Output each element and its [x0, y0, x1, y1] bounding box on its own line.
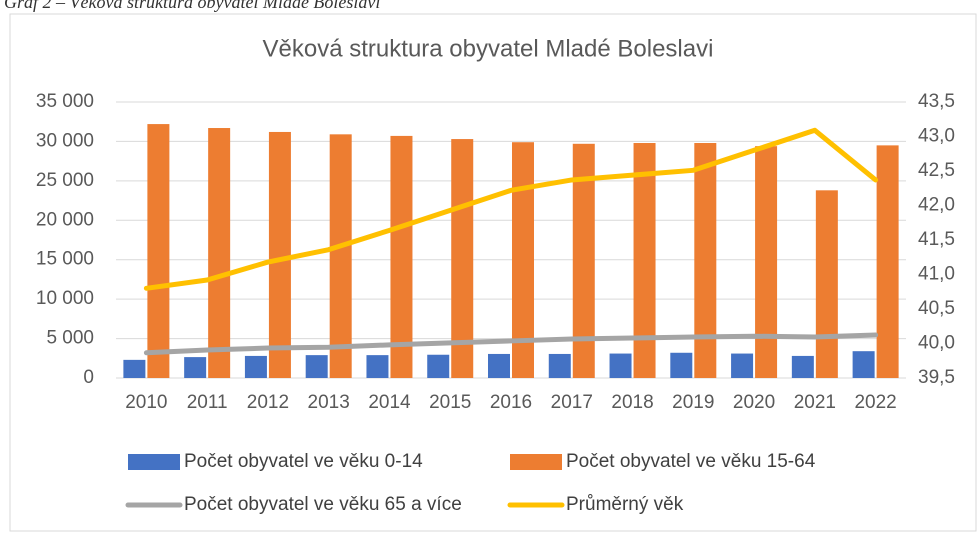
chart-title: Věková struktura obyvatel Mladé Boleslav…	[263, 35, 714, 62]
legend-label: Počet obyvatel ve věku 15-64	[566, 451, 816, 472]
y-tick-label: 0	[83, 367, 94, 388]
legend-label: Průměrný věk	[566, 494, 684, 515]
bar	[609, 353, 632, 378]
bar	[268, 131, 291, 378]
bar	[791, 355, 814, 378]
line-series	[143, 332, 879, 356]
bar	[670, 352, 693, 378]
bar	[451, 139, 474, 378]
bar	[694, 143, 717, 378]
chart-border	[9, 13, 977, 532]
y-tick-label: 20 000	[36, 209, 94, 230]
y-tick-label: 10 000	[36, 288, 94, 309]
y2-tick-label: 43,0	[918, 126, 955, 147]
bar	[488, 353, 510, 378]
bar	[852, 351, 875, 378]
y2-tick-label: 41,0	[918, 264, 955, 285]
legend-swatch	[128, 454, 180, 470]
legend-label: Počet obyvatel ve věku 0-14	[184, 451, 423, 472]
legend-label: Počet obyvatel ve věku 65 a více	[184, 494, 462, 515]
bar	[512, 142, 534, 378]
bar	[755, 146, 778, 378]
y2-tick-label: 42,5	[918, 160, 955, 181]
x-tick-label: 2014	[368, 392, 411, 413]
bar	[876, 145, 899, 378]
bar	[427, 354, 450, 378]
y-tick-label: 35 000	[36, 91, 94, 112]
y2-tick-label: 41,5	[918, 229, 955, 250]
legend-swatch	[510, 454, 562, 470]
bar	[366, 355, 389, 378]
bar	[731, 353, 754, 378]
x-tick-label: 2018	[611, 392, 653, 413]
bar	[208, 128, 231, 378]
x-tick-label: 2011	[187, 392, 228, 413]
x-tick-label: 2015	[429, 392, 471, 413]
y2-tick-label: 43,5	[918, 91, 955, 112]
y-tick-label: 5 000	[46, 328, 94, 349]
bar	[184, 357, 207, 378]
y-tick-label: 15 000	[36, 249, 94, 270]
bar	[548, 353, 571, 378]
bar	[329, 134, 352, 378]
bar	[147, 124, 170, 378]
bar	[572, 143, 595, 378]
y-tick-label: 25 000	[36, 170, 94, 191]
x-tick-label: 2012	[247, 392, 289, 413]
x-tick-label: 2021	[794, 392, 836, 413]
caption: Graf 2 – Věková struktura obyvatel Mladé…	[4, 0, 380, 12]
bar	[815, 190, 838, 378]
y2-tick-label: 40,0	[918, 333, 955, 354]
bar	[244, 355, 267, 378]
y2-tick-label: 39,5	[918, 367, 955, 388]
x-tick-label: 2020	[733, 392, 775, 413]
line-series	[143, 127, 879, 291]
bar	[633, 143, 656, 378]
x-tick-label: 2016	[490, 392, 532, 413]
x-tick-label: 2022	[854, 392, 896, 413]
y2-tick-label: 42,0	[918, 195, 955, 216]
x-tick-label: 2017	[551, 392, 593, 413]
bar	[305, 355, 328, 378]
x-tick-label: 2010	[125, 392, 167, 413]
bar	[123, 359, 146, 378]
y-tick-label: 30 000	[36, 130, 94, 151]
x-tick-label: 2019	[672, 392, 714, 413]
bar	[390, 135, 413, 378]
x-tick-label: 2013	[308, 392, 350, 413]
y2-tick-label: 40,5	[918, 298, 955, 319]
